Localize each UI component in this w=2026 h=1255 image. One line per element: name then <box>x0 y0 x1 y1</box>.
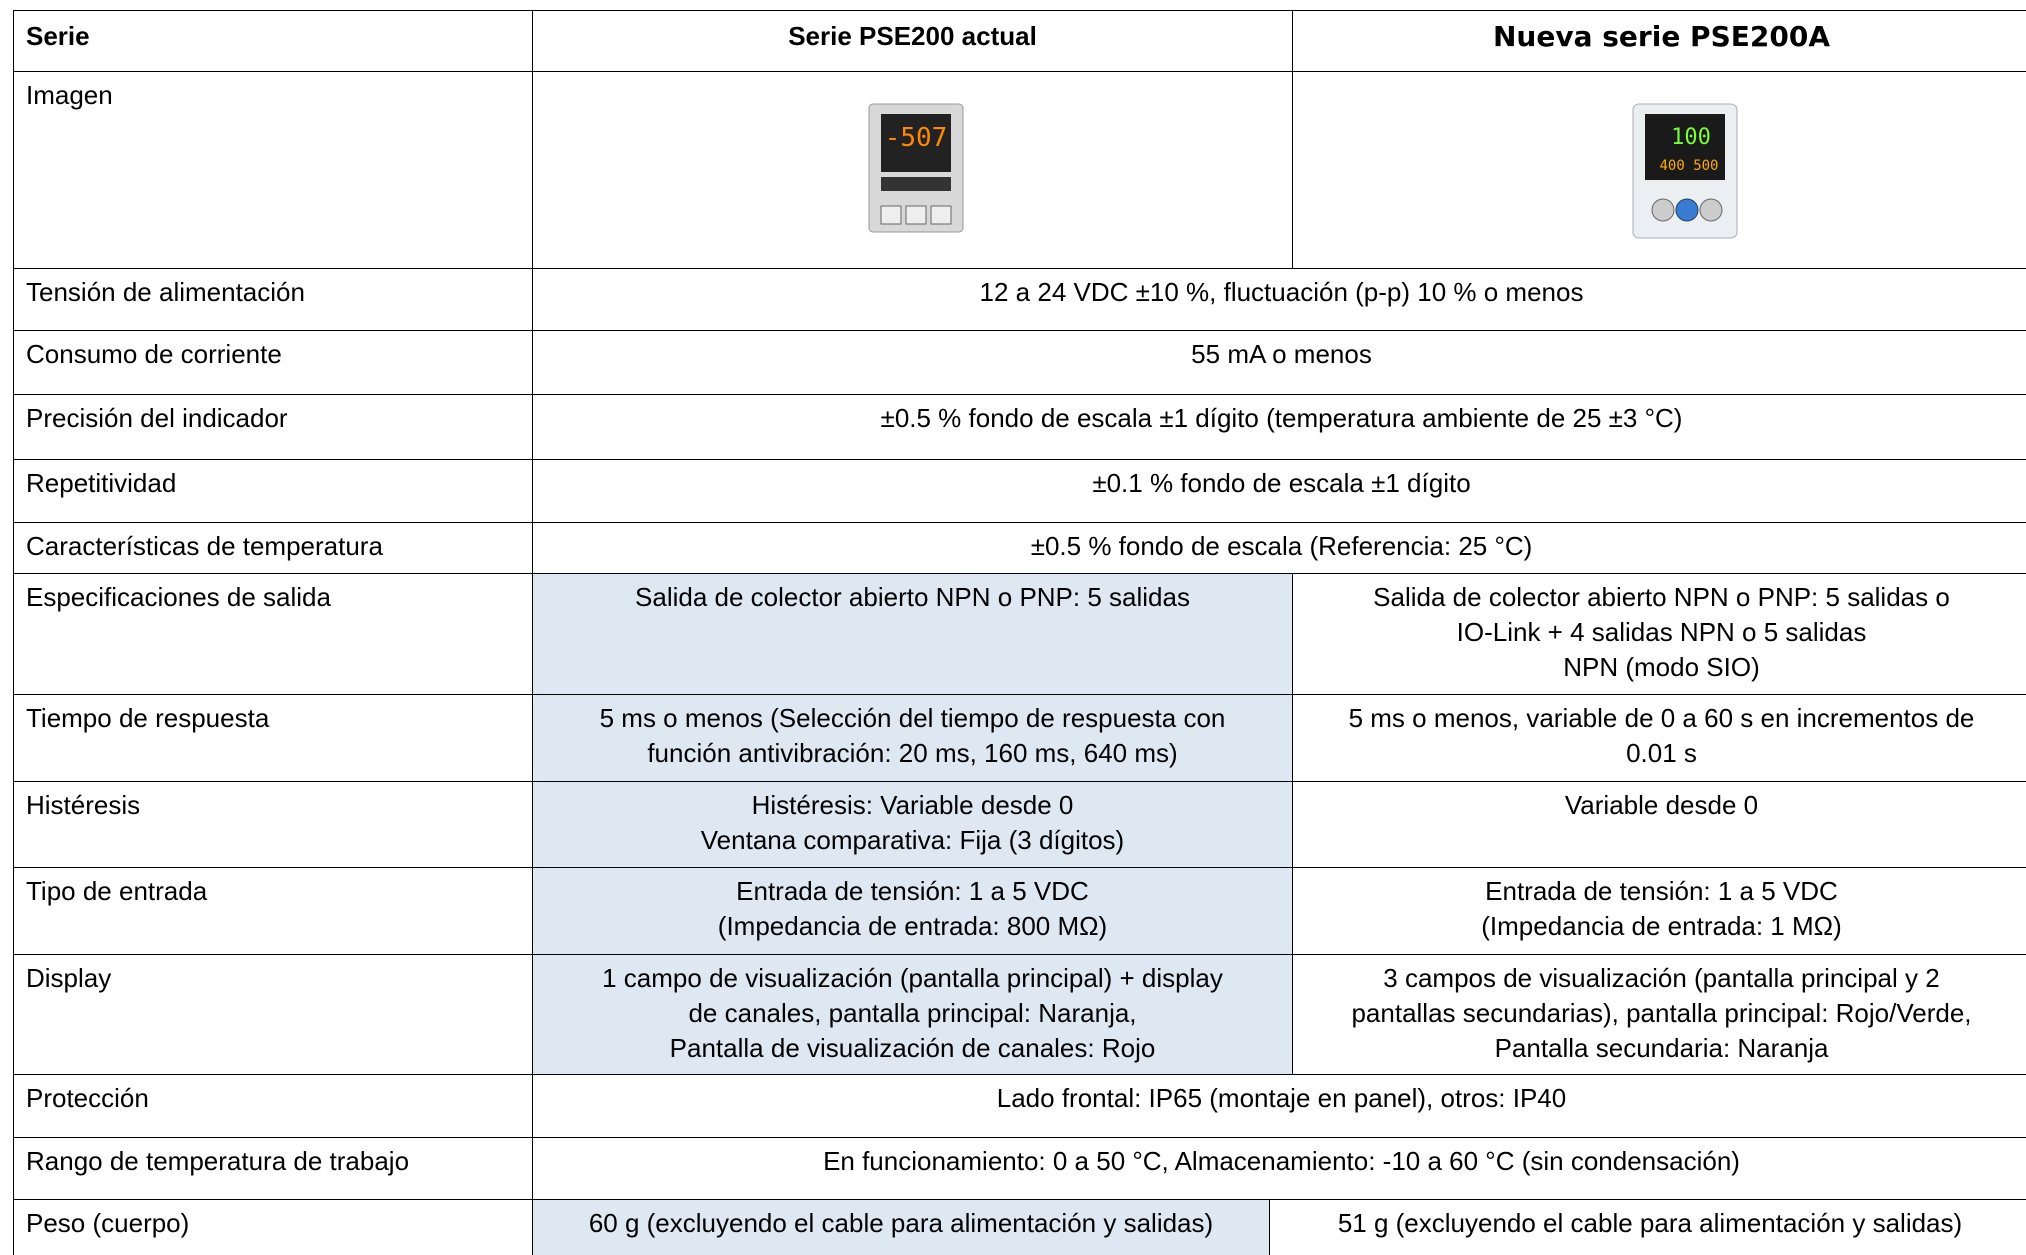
cell-text: IO-Link + 4 salidas NPN o 5 salidas <box>1456 617 1867 647</box>
label-text: Precisión del indicador <box>26 403 288 433</box>
value-cell: 51 g (excluyendo el cable para alimentac… <box>1269 1199 2026 1255</box>
svg-text:-507: -507 <box>885 123 948 153</box>
value-cell: ±0.1 % fondo de escala ±1 dígito <box>532 459 2026 522</box>
label-text: Imagen <box>26 80 113 110</box>
cell-text: Histéresis: Variable desde 0 <box>751 790 1074 820</box>
cell-text: ±0.1 % fondo de escala ±1 dígito <box>1092 468 1471 498</box>
value-cell: En funcionamiento: 0 a 50 °C, Almacenami… <box>532 1137 2026 1199</box>
value-cell: Entrada de tensión: 1 a 5 VDC (Impedancia… <box>532 867 1292 954</box>
row-label: Repetitividad <box>13 459 532 522</box>
cell-text: Salida de colector abierto NPN o PNP: 5 … <box>635 582 1190 612</box>
row-label: Display <box>13 954 532 1074</box>
cell-text: Entrada de tensión: 1 a 5 VDC <box>1485 876 1838 906</box>
value-cell: Histéresis: Variable desde 0 Ventana comp… <box>532 781 1292 867</box>
cell-text: de canales, pantalla principal: Naranja, <box>688 998 1137 1028</box>
device-image: -507 <box>868 103 964 233</box>
header-cell: Serie <box>13 10 532 71</box>
cell-text: 60 g (excluyendo el cable para alimentac… <box>588 1208 1214 1238</box>
value-cell: ±0.5 % fondo de escala ±1 dígito (temper… <box>532 394 2026 459</box>
value-cell: Lado frontal: IP65 (montaje en panel), o… <box>532 1074 2026 1137</box>
row-label: Imagen <box>13 71 532 268</box>
header-text: Nueva serie PSE200A <box>1493 20 1830 53</box>
cell-text: 1 campo de visualización (pantalla princ… <box>602 963 1223 993</box>
svg-text:400 500: 400 500 <box>1659 158 1718 174</box>
value-cell: Salida de colector abierto NPN o PNP: 5 … <box>1292 573 2026 694</box>
value-cell: Salida de colector abierto NPN o PNP: 5 … <box>532 573 1292 694</box>
cell-text: ±0.5 % fondo de escala ±1 dígito (temper… <box>880 403 1683 433</box>
row-label: Consumo de corriente <box>13 330 532 394</box>
row-label: Especificaciones de salida <box>13 573 532 694</box>
cell-text: Pantalla de visualización de canales: Ro… <box>669 1033 1156 1063</box>
label-text: Histéresis <box>26 790 141 820</box>
cell-text: Variable desde 0 <box>1564 790 1759 820</box>
row-label: Características de temperatura <box>13 522 532 573</box>
value-cell: 3 campos de visualización (pantalla prin… <box>1292 954 2026 1074</box>
cell-text: Lado frontal: IP65 (montaje en panel), o… <box>996 1083 1567 1113</box>
value-cell: Entrada de tensión: 1 a 5 VDC (Impedancia… <box>1292 867 2026 954</box>
row-label: Precisión del indicador <box>13 394 532 459</box>
cell-text: Pantalla secundaria: Naranja <box>1494 1033 1829 1063</box>
value-cell: 55 mA o menos <box>532 330 2026 394</box>
value-cell: 12 a 24 VDC ±10 %, fluctuación (p-p) 10 … <box>532 268 2026 330</box>
value-cell: 100 400 500 <box>1292 71 2026 268</box>
row-label: Tensión de alimentación <box>13 268 532 330</box>
row-label: Histéresis <box>13 781 532 867</box>
label-text: Rango de temperatura de trabajo <box>26 1146 410 1176</box>
cell-text: 5 ms o menos, variable de 0 a 60 s en in… <box>1348 703 1975 733</box>
value-cell: 1 campo de visualización (pantalla princ… <box>532 954 1292 1074</box>
row-label: Protección <box>13 1074 532 1137</box>
header-text: Serie <box>26 21 90 51</box>
label-text: Tensión de alimentación <box>26 277 305 307</box>
label-text: Peso (cuerpo) <box>26 1208 190 1238</box>
label-text: Especificaciones de salida <box>26 582 331 612</box>
cell-text: NPN (modo SIO) <box>1563 652 1760 682</box>
cell-text: Entrada de tensión: 1 a 5 VDC <box>736 876 1089 906</box>
value-cell: -507 <box>532 71 1292 268</box>
label-text: Tipo de entrada <box>26 876 208 906</box>
row-label: Rango de temperatura de trabajo <box>13 1137 532 1199</box>
label-text: Display <box>26 963 112 993</box>
cell-text: 5 ms o menos (Selección del tiempo de re… <box>599 703 1226 733</box>
value-cell: ±0.5 % fondo de escala (Referencia: 25 °… <box>532 522 2026 573</box>
cell-text: (Impedancia de entrada: 1 MΩ) <box>1481 911 1842 941</box>
cell-text: (Impedancia de entrada: 800 MΩ) <box>717 911 1108 941</box>
header-cell: Serie PSE200 actual <box>532 10 1292 71</box>
cell-text: 55 mA o menos <box>1191 339 1372 369</box>
cell-text: 3 campos de visualización (pantalla prin… <box>1383 963 1940 993</box>
cell-text: 51 g (excluyendo el cable para alimentac… <box>1337 1208 1963 1238</box>
value-cell: 60 g (excluyendo el cable para alimentac… <box>532 1199 1269 1255</box>
cell-text: Salida de colector abierto NPN o PNP: 5 … <box>1373 582 1950 612</box>
cell-text: En funcionamiento: 0 a 50 °C, Almacenami… <box>823 1146 1740 1176</box>
cell-text: 0.01 s <box>1626 738 1697 768</box>
value-cell: 5 ms o menos (Selección del tiempo de re… <box>532 694 1292 781</box>
cell-text: función antivibración: 20 ms, 160 ms, 64… <box>647 738 1178 768</box>
header-cell: Nueva serie PSE200A <box>1292 10 2026 71</box>
cell-text: ±0.5 % fondo de escala (Referencia: 25 °… <box>1030 531 1533 561</box>
row-label: Tipo de entrada <box>13 867 532 954</box>
label-text: Protección <box>26 1083 149 1113</box>
cell-text: pantallas secundarias), pantalla princip… <box>1351 998 1972 1028</box>
row-label: Tiempo de respuesta <box>13 694 532 781</box>
label-text: Características de temperatura <box>26 531 383 561</box>
svg-text:100: 100 <box>1671 125 1711 150</box>
header-text: Serie PSE200 actual <box>788 21 1037 51</box>
label-text: Repetitividad <box>26 468 177 498</box>
cell-text: Ventana comparativa: Fija (3 dígitos) <box>700 825 1125 855</box>
device-image: 100 400 500 <box>1632 103 1738 239</box>
cell-text: 12 a 24 VDC ±10 %, fluctuación (p-p) 10 … <box>979 277 1584 307</box>
row-label: Peso (cuerpo) <box>13 1199 532 1255</box>
value-cell: 5 ms o menos, variable de 0 a 60 s en in… <box>1292 694 2026 781</box>
label-text: Tiempo de respuesta <box>26 703 270 733</box>
label-text: Consumo de corriente <box>26 339 282 369</box>
value-cell: Variable desde 0 <box>1292 781 2026 867</box>
